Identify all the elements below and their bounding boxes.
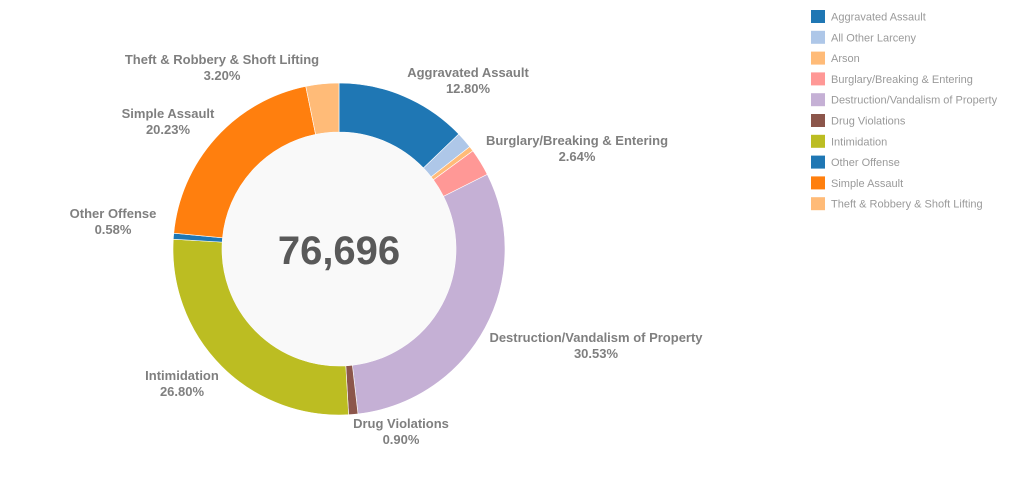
legend-label: All Other Larceny (831, 32, 916, 44)
legend-label: Other Offense (831, 157, 900, 169)
slice-label-name-other-offense: Other Offense (70, 206, 157, 221)
legend-swatch (811, 51, 825, 65)
legend-item-simple-assault[interactable]: Simple Assault (811, 176, 903, 190)
slice-label-value-theft-robbery-shoft-lifting: 3.20% (204, 68, 241, 83)
legend-label: Drug Violations (831, 116, 906, 128)
legend-swatch (811, 176, 825, 190)
slice-label-name-simple-assault: Simple Assault (122, 106, 215, 121)
slice-label-name-theft-robbery-shoft-lifting: Theft & Robbery & Shoft Lifting (125, 52, 319, 67)
legend-label: Arson (831, 53, 860, 65)
legend-label: Destruction/Vandalism of Property (831, 95, 998, 107)
legend-label: Aggravated Assault (831, 12, 926, 24)
legend-item-drug-violations[interactable]: Drug Violations (811, 114, 906, 128)
legend-swatch (811, 155, 825, 169)
slice-label-value-drug-violations: 0.90% (383, 432, 420, 447)
legend-item-intimidation[interactable]: Intimidation (811, 134, 887, 149)
legend-item-other-offense[interactable]: Other Offense (811, 155, 900, 170)
legend-swatch (811, 93, 825, 107)
slice-label-name-intimidation: Intimidation (145, 368, 219, 383)
legend-item-all-other-larceny[interactable]: All Other Larceny (811, 30, 916, 45)
legend-item-theft-robbery-shoft-lifting[interactable]: Theft & Robbery & Shoft Lifting (811, 197, 983, 211)
legend-label: Theft & Robbery & Shoft Lifting (831, 199, 983, 211)
slice-label-name-destruction-vandalism-of-property: Destruction/Vandalism of Property (489, 330, 703, 345)
slice-label-value-burglary-breaking-entering: 2.64% (559, 149, 596, 164)
legend-swatch (811, 114, 825, 127)
slice-label-value-aggravated-assault: 12.80% (446, 81, 491, 96)
slice-label-name-drug-violations: Drug Violations (353, 416, 449, 431)
legend-swatch (811, 134, 825, 148)
legend-label: Intimidation (831, 136, 887, 148)
legend-label: Simple Assault (831, 178, 903, 190)
legend-item-arson[interactable]: Arson (811, 51, 860, 66)
legend: Aggravated Assault All Other Larceny Arson… (811, 10, 998, 211)
slice-label-value-other-offense: 0.58% (95, 222, 132, 237)
legend-swatch (811, 30, 825, 44)
slice-label-value-destruction-vandalism-of-property: 30.53% (574, 346, 619, 361)
legend-item-burglary-breaking-entering[interactable]: Burglary/Breaking & Entering (811, 72, 973, 86)
slice-label-value-simple-assault: 20.23% (146, 122, 191, 137)
donut-slices (172, 82, 506, 416)
slice-label-name-burglary-breaking-entering: Burglary/Breaking & Entering (486, 133, 668, 148)
legend-swatch (811, 10, 825, 23)
legend-label: Burglary/Breaking & Entering (831, 74, 973, 86)
legend-swatch (811, 72, 825, 86)
donut-hole (222, 132, 456, 366)
slice-label-name-aggravated-assault: Aggravated Assault (407, 65, 529, 80)
legend-item-destruction-vandalism-of-property[interactable]: Destruction/Vandalism of Property (811, 93, 998, 107)
total-count: 76,696 (278, 229, 400, 273)
legend-swatch (811, 197, 825, 211)
legend-item-aggravated-assault[interactable]: Aggravated Assault (811, 10, 926, 24)
slice-label-value-intimidation: 26.80% (160, 384, 205, 399)
